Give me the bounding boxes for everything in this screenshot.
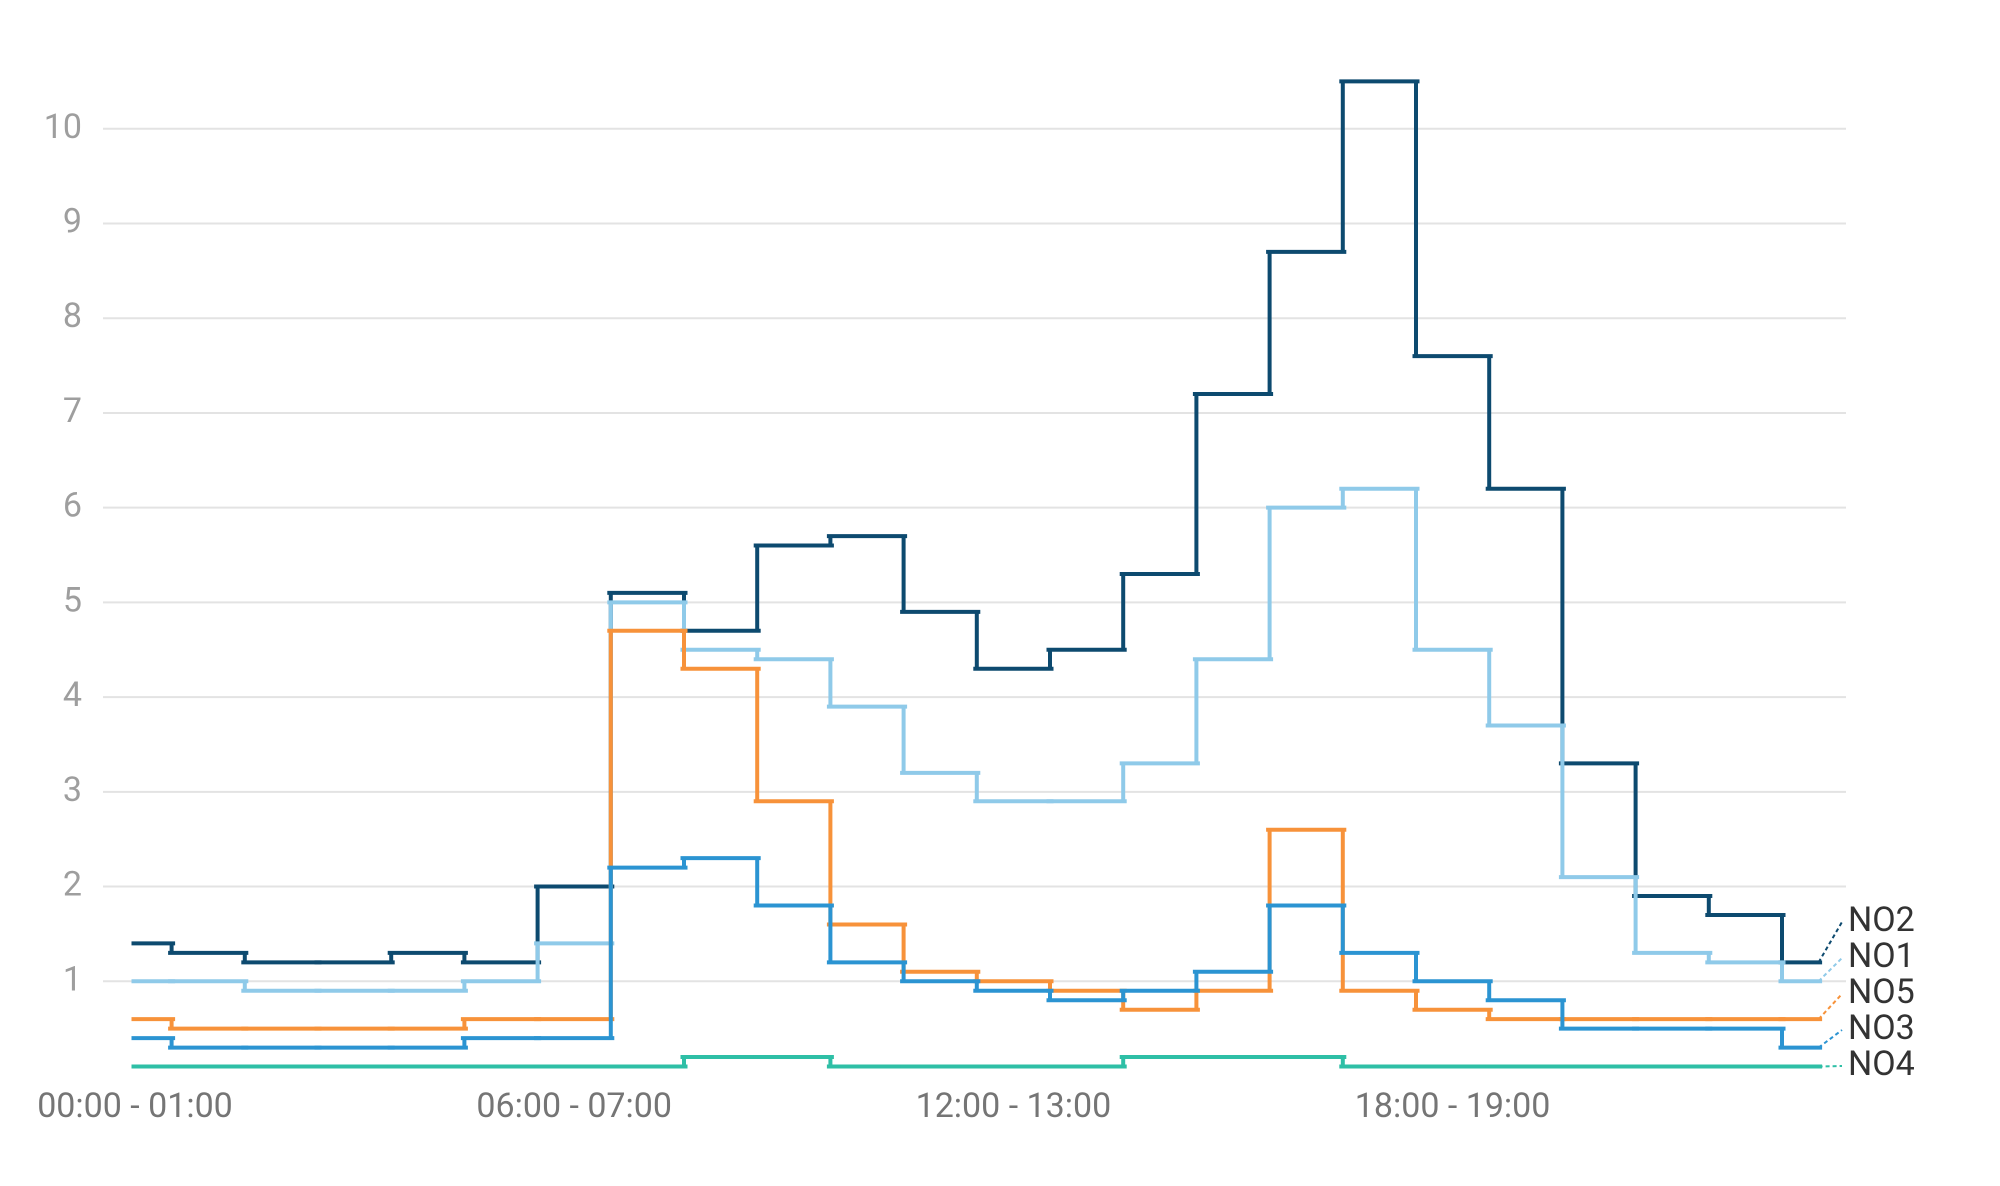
- y-tick-label: 2: [63, 865, 82, 905]
- x-tick-label: 00:00 - 01:00: [37, 1086, 233, 1126]
- series-label: NO2: [1848, 900, 1915, 940]
- y-tick-label: 10: [44, 107, 82, 147]
- series-label: NO5: [1848, 972, 1915, 1012]
- x-tick-label: 06:00 - 07:00: [476, 1086, 672, 1126]
- y-tick-label: 5: [63, 580, 82, 620]
- x-tick-label: 18:00 - 19:00: [1355, 1086, 1551, 1126]
- y-tick-label: 8: [63, 296, 82, 336]
- series-label: NO1: [1848, 936, 1915, 976]
- y-tick-label: 4: [63, 675, 82, 715]
- series-label: NO3: [1848, 1008, 1915, 1048]
- label-leader: [1817, 993, 1843, 1020]
- label-leader: [1817, 957, 1843, 982]
- label-leader: [1817, 1029, 1843, 1049]
- y-tick-label: 7: [63, 391, 82, 431]
- y-tick-label: 3: [63, 770, 82, 810]
- y-tick-label: 1: [63, 959, 82, 999]
- series-label: NO4: [1848, 1044, 1915, 1084]
- y-tick-label: 6: [63, 486, 82, 526]
- label-leader: [1817, 921, 1843, 963]
- label-leader: [1818, 1065, 1843, 1068]
- x-tick-label: 12:00 - 13:00: [916, 1086, 1112, 1126]
- y-tick-label: 9: [63, 201, 82, 241]
